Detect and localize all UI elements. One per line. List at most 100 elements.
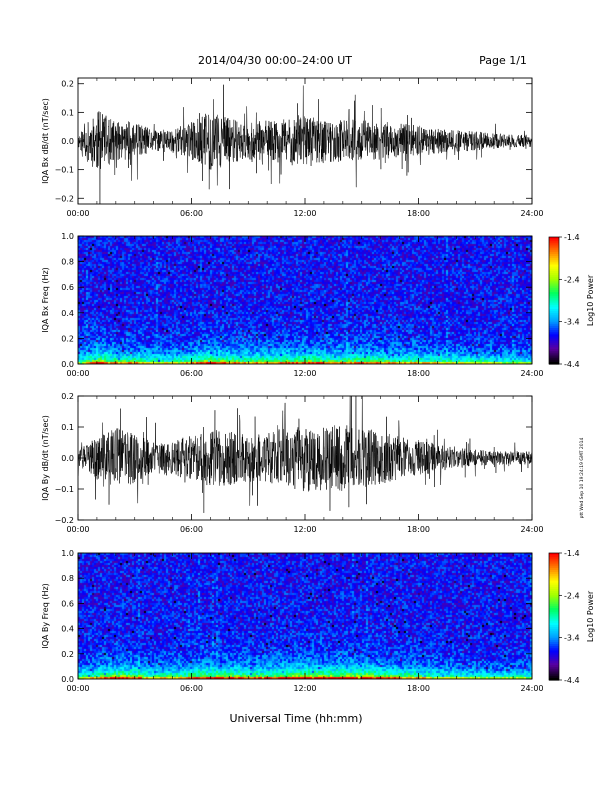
colorbar-step: [549, 313, 559, 316]
colorbar-tick-label: -1.4: [564, 549, 580, 558]
x-tick-label: 24:00: [520, 525, 543, 534]
colorbar-step: [549, 599, 559, 603]
colorbar-step: [549, 294, 559, 297]
x-tick-label: 06:00: [180, 369, 203, 378]
colorbar-step: [549, 275, 559, 278]
spectrogram-image: [78, 236, 532, 364]
colorbar-step: [549, 328, 559, 331]
x-tick-label: 18:00: [407, 684, 430, 693]
colorbar-step: [549, 593, 559, 596]
colorbar-step: [549, 555, 559, 558]
colorbar-label: Log10 Power: [586, 590, 595, 642]
y-tick-label: 0.8: [61, 258, 74, 267]
colorbar-step: [549, 588, 559, 592]
bx-timeseries-panel: 00:00 06:00 12:00 18:00 24:00 0.2 0.1 0.0 −0.1 −0…: [41, 77, 544, 218]
colorbar-step: [549, 637, 559, 641]
colorbar-step: [549, 241, 559, 244]
colorbar-step: [549, 359, 559, 363]
colorbar-tick-label: -3.4: [564, 318, 580, 327]
x-tick-label: 24:00: [520, 684, 543, 693]
colorbar-step: [549, 260, 559, 263]
colorbar-step: [549, 646, 559, 649]
colorbar-step: [549, 603, 559, 607]
generation-stamp: ptt Wed Sep 10 19:24:19 GMT 2014: [579, 437, 585, 518]
colorbar-step: [549, 597, 559, 601]
colorbar-step: [549, 605, 559, 609]
colorbar-step: [549, 300, 559, 304]
colorbar-step: [549, 334, 559, 338]
x-tick-label: 06:00: [180, 209, 203, 218]
colorbar-step: [549, 357, 559, 361]
signal-trace: [78, 84, 532, 204]
colorbar-step: [549, 289, 559, 293]
colorbar-step: [549, 253, 559, 257]
x-axis-title: Universal Time (hh:mm): [230, 712, 363, 725]
colorbar-step: [549, 631, 559, 635]
by-spectrogram-panel: 00:00 06:00 12:00 18:00 24:00 1.0 0.8 0.6 0.4 0.2…: [41, 549, 544, 693]
colorbar-step: [549, 620, 559, 624]
colorbar-step: [549, 245, 559, 249]
colorbar-step: [549, 624, 559, 628]
colorbar-step: [549, 652, 559, 656]
colorbar-step: [549, 658, 559, 662]
colorbar-step: [549, 304, 559, 308]
colorbar-step: [549, 264, 559, 268]
colorbar-step: [549, 325, 559, 329]
colorbar-step: [549, 321, 559, 325]
colorbar-step: [549, 353, 559, 357]
colorbar-step: [549, 287, 559, 291]
y-tick-label: 1.0: [61, 549, 74, 558]
colorbar-step: [549, 279, 559, 283]
y-tick-label: 0.0: [61, 360, 74, 369]
colorbar-step: [549, 323, 559, 327]
signal-trace: [78, 396, 532, 513]
plot-frame: [77, 77, 533, 205]
colorbar-step: [549, 660, 559, 664]
y-tick-label: 0.6: [61, 283, 74, 292]
x-tick-label: 00:00: [66, 369, 89, 378]
colorbar-step: [549, 618, 559, 622]
colorbar-step: [549, 572, 559, 575]
colorbar-tick-label: -4.4: [564, 360, 580, 369]
colorbar-step: [549, 256, 559, 259]
colorbar-step: [549, 563, 559, 567]
colorbar-step: [549, 610, 559, 613]
colorbar-step: [549, 315, 559, 319]
plot-title: 2014/04/30 00:00–24:00 UT: [198, 54, 352, 67]
colorbar-tick-label: -1.4: [564, 233, 580, 242]
colorbar-step: [549, 639, 559, 643]
colorbar-step: [549, 608, 559, 611]
by-timeseries-panel: 00:00 06:00 12:00 18:00 24:00 0.2 0.1 0.0 −0.1 −0…: [41, 392, 544, 534]
colorbar-step: [549, 239, 559, 242]
colorbar-tick-label: -3.4: [564, 634, 580, 643]
colorbar-step: [549, 330, 559, 333]
y-axis-title: IQA Bx dB/dt (nT/sec): [41, 98, 50, 184]
colorbar-step: [549, 574, 559, 577]
colorbar-step: [549, 342, 559, 346]
colorbar-step: [549, 627, 559, 630]
colorbar-step: [549, 292, 559, 295]
x-tick-label: 00:00: [66, 684, 89, 693]
y-axis-title: IQA Bx Freq (Hz): [41, 267, 50, 333]
y-tick-label: 0.0: [61, 675, 74, 684]
colorbar-step: [549, 344, 559, 348]
bx-power-colorbar: -1.4 -2.4 -3.4 -4.4 Log10 Power: [548, 233, 595, 369]
colorbar-step: [549, 629, 559, 632]
colorbar-step: [549, 582, 559, 586]
colorbar-step: [549, 268, 559, 272]
x-tick-label: 24:00: [520, 209, 543, 218]
x-tick-label: 06:00: [180, 525, 203, 534]
x-tick-label: 12:00: [293, 209, 316, 218]
page-indicator: Page 1/1: [479, 54, 527, 67]
plot-frame: [77, 395, 533, 521]
x-tick-label: 12:00: [293, 369, 316, 378]
colorbar-tick-label: -2.4: [564, 591, 580, 600]
y-tick-label: 0.8: [61, 574, 74, 583]
colorbar-frame: [548, 552, 560, 681]
x-tick-label: 12:00: [293, 525, 316, 534]
colorbar-step: [549, 302, 559, 306]
colorbar-tick-label: -2.4: [564, 275, 580, 284]
x-tick-label: 12:00: [293, 684, 316, 693]
colorbar-step: [549, 361, 559, 365]
colorbar-step: [549, 601, 559, 605]
